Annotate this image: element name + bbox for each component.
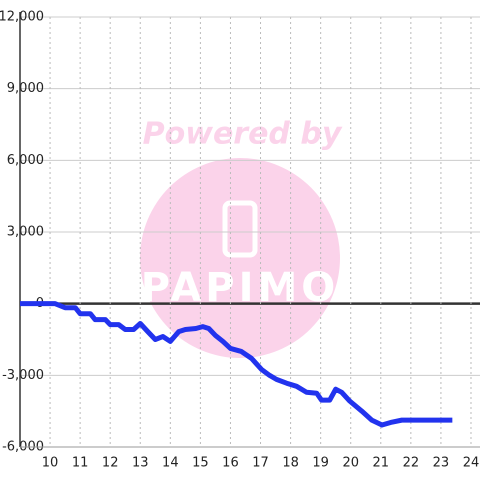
y-tick-label: 6,000	[7, 153, 44, 168]
watermark-icon	[222, 200, 258, 258]
y-tick-label: 9,000	[7, 81, 44, 96]
x-tick-label: 14	[162, 456, 179, 471]
x-tick-label: 22	[403, 456, 420, 471]
x-tick-label: 11	[72, 456, 89, 471]
y-tick-label: 3,000	[7, 225, 44, 240]
x-tick-label: 17	[252, 456, 269, 471]
x-tick-label: 16	[222, 456, 239, 471]
x-tick-label: 24	[463, 456, 480, 471]
x-tick-label: 20	[342, 456, 359, 471]
x-tick-label: 19	[312, 456, 329, 471]
watermark-text: Powered by	[143, 117, 343, 152]
line	[20, 301, 453, 428]
x-tick-label: 15	[192, 456, 209, 471]
x-tick-label: 13	[132, 456, 149, 471]
x-tick-label: 18	[282, 456, 299, 471]
x-tick-label: 23	[433, 456, 450, 471]
x-tick-label: 21	[373, 456, 390, 471]
x-tick-label: 10	[42, 456, 59, 471]
y-tick-label: -3,000	[2, 368, 44, 383]
watermark-circle	[140, 158, 340, 358]
x-tick-label: 12	[102, 456, 119, 471]
y-tick-label: 12,000	[0, 10, 44, 25]
